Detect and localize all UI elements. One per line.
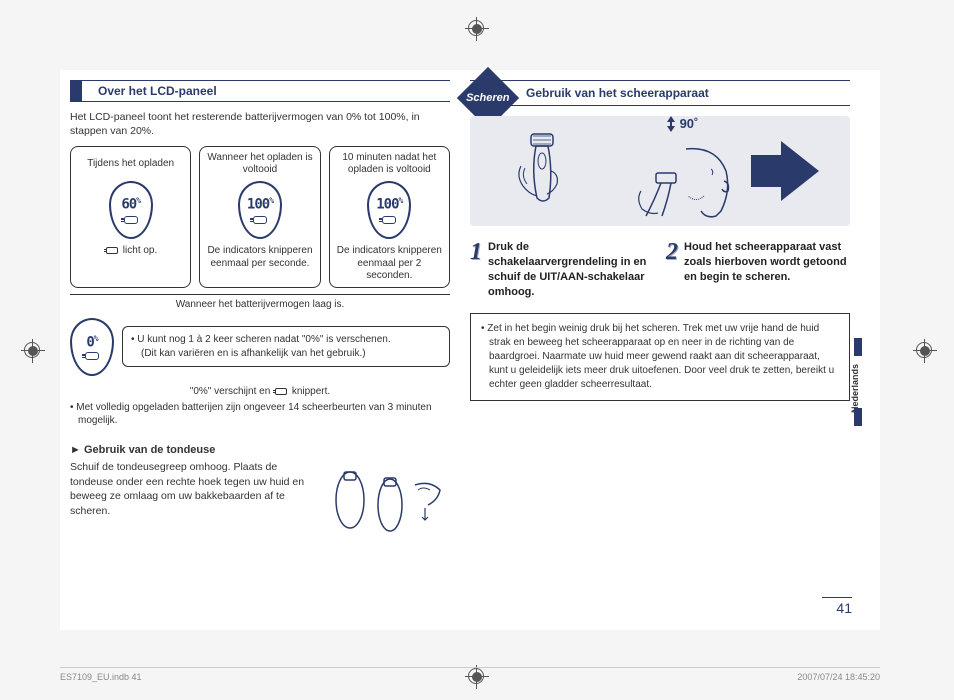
hand-holding-shaver-icon <box>501 126 581 216</box>
low-battery-title: Wanneer het batterijvermogen laag is. <box>70 299 450 310</box>
shaving-section-title: Gebruik van het scheerapparaat <box>526 86 709 100</box>
print-footer: ES7109_EU.indb 41 2007/07/24 18:45:20 <box>60 667 880 682</box>
shaving-illustration: 90˚ <box>470 116 850 226</box>
lcd-box-after10: 10 minuten nadat het opladen is voltooid… <box>329 146 450 288</box>
lcd-box-complete: Wanneer het opladen is voltooid 100% De … <box>199 146 320 288</box>
registration-mark-left <box>24 342 40 358</box>
plug-icon <box>124 216 138 224</box>
updown-arrow-icon <box>664 114 678 134</box>
plug-icon <box>382 216 396 224</box>
registration-mark-top <box>468 20 484 36</box>
lcd-section-title: Over het LCD-paneel <box>98 84 217 98</box>
battery-icon-100b: 100% <box>367 181 411 239</box>
step-1-text: Druk de schakelaarvergrendeling in en sc… <box>488 240 654 299</box>
lang-marker-top <box>854 338 862 356</box>
angle-label: 90˚ <box>680 116 699 131</box>
lang-marker-bottom <box>854 408 862 426</box>
shaving-tip-text: • Zet in het begin weinig druk bij het s… <box>481 322 839 392</box>
trimmer-section: ► Gebruik van de tondeuse Schuif de tond… <box>70 444 450 540</box>
steps-row: 1 Druk de schakelaarvergrendeling in en … <box>470 240 850 299</box>
shaving-section-header: Gebruik van het scheerapparaat <box>470 80 850 106</box>
left-column: Over het LCD-paneel Het LCD-paneel toont… <box>60 80 450 620</box>
plug-icon-inline <box>106 247 118 254</box>
low-battery-note: • U kunt nog 1 à 2 keer scheren nadat "0… <box>122 326 450 367</box>
right-column: Scheren Gebruik van het scheerapparaat 9… <box>470 80 860 620</box>
step-2-text: Houd het scheerapparaat vast zoals hierb… <box>684 240 850 299</box>
low-battery-section: Wanneer het batterijvermogen laag is. 0%… <box>70 299 450 428</box>
trimmer-title: ► Gebruik van de tondeuse <box>70 444 450 456</box>
battery-value-60: 60 <box>121 197 136 213</box>
face-shaving-icon <box>626 136 736 226</box>
registration-mark-right <box>916 342 932 358</box>
plug-icon <box>253 216 267 224</box>
battery-value-100b: 100 <box>376 197 398 213</box>
plug-icon-inline <box>275 388 287 395</box>
lcd-intro: Het LCD-paneel toont het resterende batt… <box>70 110 450 138</box>
full-charge-bullet: • Met volledig opgeladen batterijen zijn… <box>70 401 450 428</box>
battery-icon-0: 0% <box>70 318 114 376</box>
lcd-section-header: Over het LCD-paneel <box>70 80 450 102</box>
lcd-label-complete: Wanneer het opladen is voltooid <box>206 151 313 177</box>
low-battery-meta: "0%" verschijnt en knippert. <box>70 386 450 397</box>
trimmer-illustration <box>320 460 450 540</box>
footer-filename: ES7109_EU.indb 41 <box>60 672 142 682</box>
lcd-sub-charging: licht op. <box>104 245 157 281</box>
shaving-tip-box: • Zet in het begin weinig druk bij het s… <box>470 313 850 401</box>
manual-page: Over het LCD-paneel Het LCD-paneel toont… <box>60 70 880 630</box>
direction-arrow-icon <box>781 141 819 201</box>
lcd-label-charging: Tijdens het opladen <box>87 151 174 177</box>
lcd-sub-complete: De indicators knipperen eenmaal per seco… <box>206 245 313 281</box>
lcd-sub-after10: De indicators knipperen eenmaal per 2 se… <box>336 245 443 283</box>
battery-value-0: 0 <box>86 334 93 350</box>
lcd-states-row: Tijdens het opladen 60% licht op. Wannee… <box>70 146 450 295</box>
low-note-line1: • U kunt nog 1 à 2 keer scheren nadat "0… <box>131 333 441 347</box>
footer-timestamp: 2007/07/24 18:45:20 <box>797 672 880 682</box>
step-1-number: 1 <box>470 240 482 299</box>
trimmer-text: Schuif de tondeusegreep omhoog. Plaats d… <box>70 460 312 540</box>
step-2-number: 2 <box>666 240 678 299</box>
step-1: 1 Druk de schakelaarvergrendeling in en … <box>470 240 654 299</box>
step-2: 2 Houd het scheerapparaat vast zoals hie… <box>666 240 850 299</box>
battery-icon-60: 60% <box>109 181 153 239</box>
page-number: 41 <box>822 597 852 616</box>
battery-icon-100a: 100% <box>238 181 282 239</box>
plug-icon <box>85 352 99 360</box>
lcd-box-charging: Tijdens het opladen 60% licht op. <box>70 146 191 288</box>
battery-value-100a: 100 <box>247 197 269 213</box>
low-note-line2: (Dit kan variëren en is afhankelijk van … <box>131 347 441 361</box>
lcd-label-after10: 10 minuten nadat het opladen is voltooid <box>336 151 443 177</box>
